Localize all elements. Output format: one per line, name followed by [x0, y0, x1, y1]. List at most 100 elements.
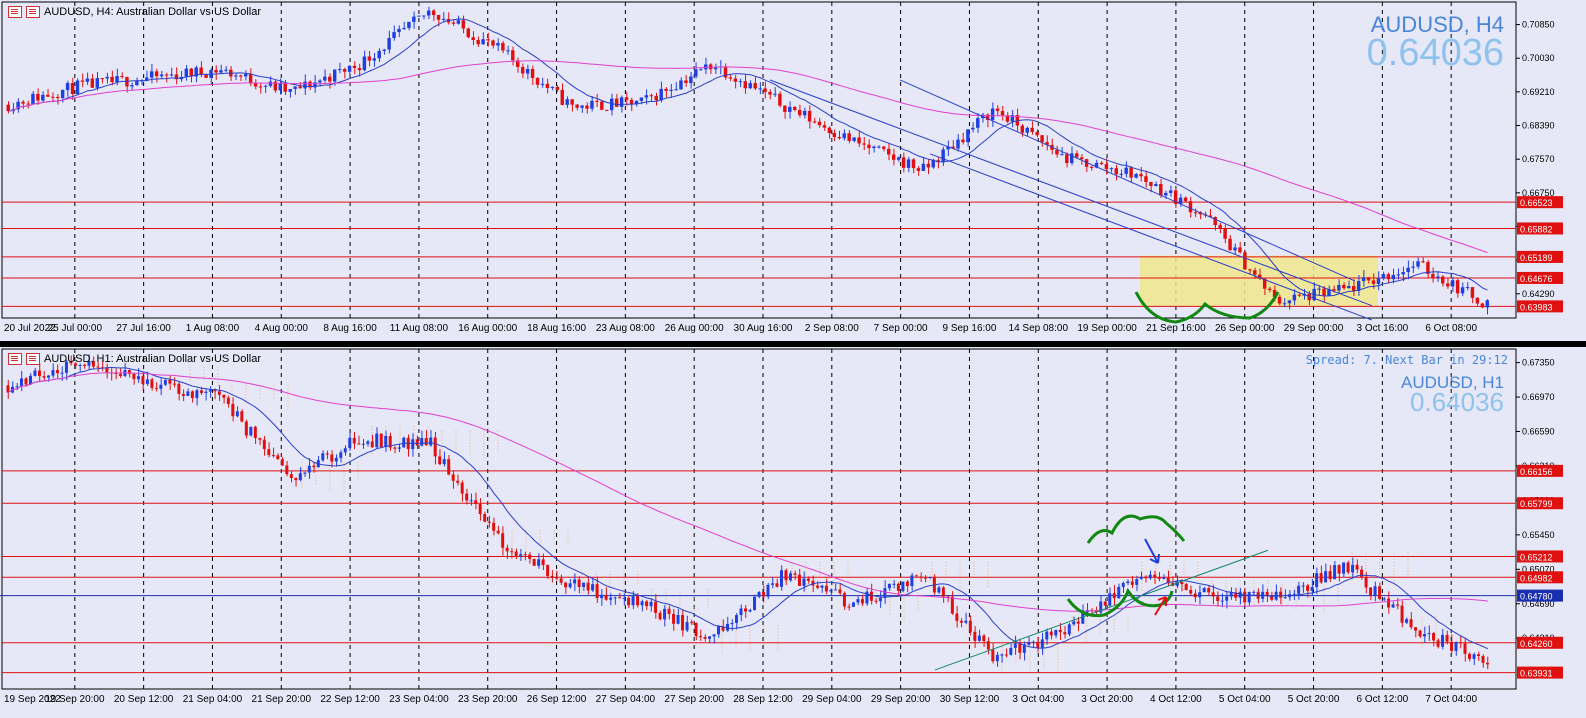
bull-candle [1361, 277, 1366, 282]
bear-candle [199, 67, 203, 74]
bear-candle [1216, 596, 1220, 601]
bear-candle [1166, 577, 1170, 584]
bull-candle [186, 391, 190, 396]
bear-candle [1400, 605, 1404, 623]
bull-candle [1225, 596, 1229, 601]
bull-candle [1139, 576, 1143, 580]
bull-candle [1229, 592, 1233, 597]
bull-candle [1351, 564, 1355, 573]
time-axis-label: 21 Sep 04:00 [183, 694, 243, 705]
price-axis-label: 0.66970 [1522, 392, 1555, 402]
bull-candle [60, 372, 64, 374]
bull-candle [609, 98, 614, 111]
bear-candle [1234, 592, 1238, 598]
time-axis-label: 8 Aug 16:00 [323, 323, 377, 334]
bear-candle [114, 372, 118, 374]
bear-candle [905, 581, 909, 586]
bear-candle [815, 585, 819, 588]
bull-candle [708, 636, 712, 639]
bear-candle [847, 133, 851, 141]
bear-candle [753, 83, 757, 89]
level-price-tag [1517, 300, 1563, 313]
bull-candle [1381, 274, 1386, 279]
bear-candle [1149, 182, 1153, 186]
bear-candle [1089, 166, 1094, 168]
bear-candle [352, 437, 356, 444]
bear-candle [991, 649, 995, 662]
time-axis-label: 3 Oct 20:00 [1081, 694, 1133, 705]
bear-candle [1103, 601, 1107, 606]
bull-candle [145, 379, 149, 385]
bear-candle [1346, 562, 1350, 573]
price-axis-label: 0.67350 [1522, 358, 1555, 368]
bear-candle [26, 103, 30, 105]
bull-candle [1233, 247, 1237, 251]
bear-candle [69, 361, 73, 364]
price-axis-label: 0.68390 [1522, 121, 1555, 131]
bear-candle [141, 376, 145, 385]
bear-candle [168, 379, 172, 384]
bull-candle [770, 583, 774, 585]
bull-candle [1297, 585, 1301, 594]
bull-candle [78, 364, 82, 366]
bear-candle [471, 37, 475, 41]
time-axis-label: 28 Sep 12:00 [733, 694, 793, 705]
bull-candle [766, 584, 770, 597]
h4-chart-panel[interactable]: 20 Jul 2022 25 Jul 00:00 27 Jul 16:00 1 Aug… [0, 0, 1586, 341]
bull-candle [75, 80, 80, 95]
bull-candle [15, 386, 19, 388]
bear-candle [1084, 159, 1089, 167]
bear-candle [585, 105, 589, 109]
bear-candle [217, 391, 221, 395]
bull-candle [387, 37, 391, 50]
bear-candle [832, 133, 837, 137]
bull-candle [1472, 654, 1476, 659]
bear-candle [1265, 591, 1269, 597]
bull-candle [46, 375, 50, 378]
bear-candle [127, 370, 131, 374]
bull-candle [298, 473, 302, 481]
time-axis-label: 30 Aug 16:00 [734, 323, 793, 334]
bear-candle [1351, 285, 1356, 291]
bear-candle [483, 514, 487, 522]
bull-candle [590, 100, 594, 109]
bull-candle [887, 583, 891, 589]
bull-candle [573, 579, 577, 584]
bear-candle [520, 66, 525, 74]
bull-candle [303, 472, 307, 474]
chart-window-icon[interactable] [26, 353, 40, 365]
bull-candle [1135, 579, 1139, 585]
h1-chart-panel[interactable]: 19 Sep 2022 19 Sep 20:00 20 Sep 12:00 21 Se… [0, 347, 1586, 718]
bull-candle [149, 71, 154, 78]
bull-candle [1040, 639, 1044, 648]
chart-window-icon[interactable] [26, 6, 40, 18]
bear-candle [174, 74, 179, 80]
bear-candle [1144, 576, 1148, 579]
bear-candle [1279, 591, 1283, 598]
bear-candle [465, 493, 469, 501]
bull-candle [1162, 577, 1166, 580]
bear-candle [982, 635, 986, 642]
bear-candle [1238, 247, 1242, 253]
bull-candle [1283, 597, 1287, 599]
bear-candle [860, 599, 864, 604]
price-axis-label: 0.70030 [1522, 53, 1555, 63]
bear-candle [1094, 610, 1098, 613]
bull-candle [712, 634, 716, 637]
bear-candle [1159, 184, 1163, 196]
bull-candle [339, 452, 343, 458]
bull-candle [442, 459, 446, 465]
bear-candle [1189, 589, 1193, 594]
bull-candle [318, 80, 322, 83]
bull-candle [537, 559, 541, 566]
bear-candle [629, 99, 634, 105]
chart-window-icon[interactable] [8, 353, 22, 365]
bull-candle [752, 596, 756, 610]
chart-window-icon[interactable] [8, 6, 22, 18]
time-axis-label: 27 Sep 04:00 [596, 694, 656, 705]
bull-candle [694, 69, 698, 77]
bull-candle [990, 108, 995, 120]
bear-candle [1387, 598, 1391, 608]
